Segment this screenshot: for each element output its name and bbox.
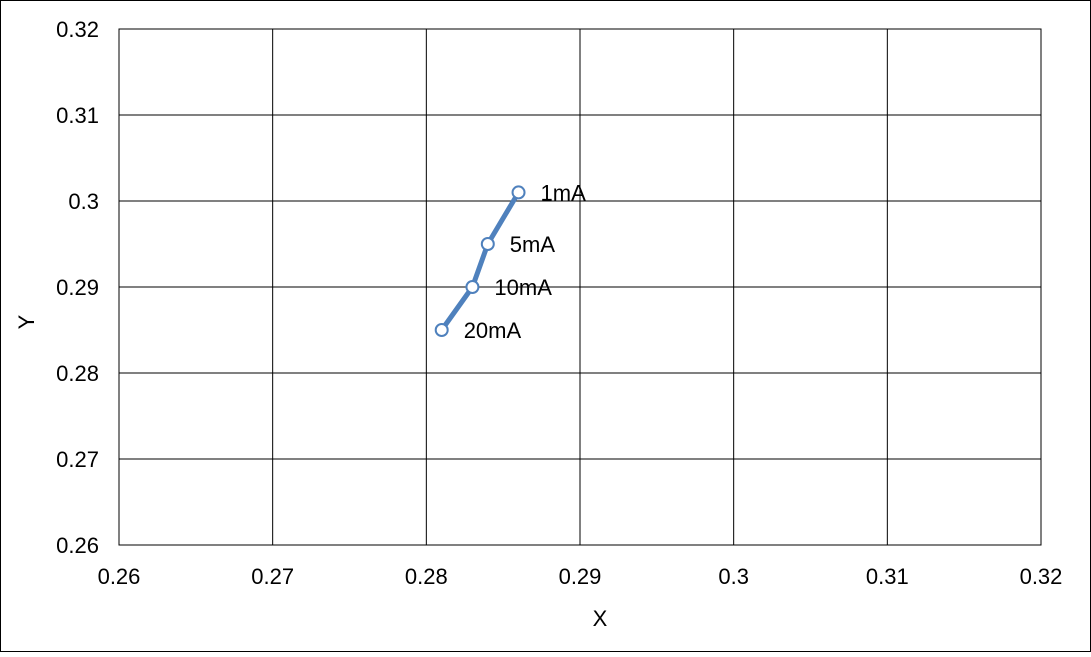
y-tick-label: 0.31 bbox=[56, 103, 99, 128]
y-tick-label: 0.27 bbox=[56, 447, 99, 472]
data-point-marker bbox=[465, 280, 480, 294]
y-tick-label: 0.3 bbox=[68, 189, 99, 214]
y-axis-title: Y bbox=[14, 314, 39, 329]
x-tick-label: 0.3 bbox=[718, 564, 749, 589]
x-tick-label: 0.28 bbox=[405, 564, 448, 589]
series-layer bbox=[434, 185, 526, 337]
y-tick-label: 0.29 bbox=[56, 275, 99, 300]
series-line bbox=[439, 191, 521, 332]
data-label: 10mA bbox=[494, 275, 552, 300]
x-tick-label: 0.29 bbox=[559, 564, 602, 589]
y-tick-labels: 0.26 0.27 0.28 0.29 0.3 0.31 0.32 bbox=[56, 17, 99, 558]
x-tick-label: 0.32 bbox=[1020, 564, 1063, 589]
y-tick-label: 0.32 bbox=[56, 17, 99, 42]
data-label: 1mA bbox=[541, 180, 587, 205]
data-label: 20mA bbox=[464, 318, 522, 343]
y-tick-label: 0.26 bbox=[56, 533, 99, 558]
plot-frame bbox=[118, 28, 1042, 546]
x-tick-label: 0.26 bbox=[98, 564, 141, 589]
y-tick-label: 0.28 bbox=[56, 361, 99, 386]
x-tick-label: 0.31 bbox=[866, 564, 909, 589]
x-tick-labels: 0.26 0.27 0.28 0.29 0.3 0.31 0.32 bbox=[98, 564, 1063, 589]
x-axis-title: X bbox=[593, 606, 608, 631]
data-point-marker bbox=[434, 323, 449, 337]
data-label-layer: 1mA 5mA 10mA 20mA bbox=[464, 180, 586, 343]
data-point-marker bbox=[511, 185, 526, 200]
data-label: 5mA bbox=[510, 232, 556, 257]
x-tick-label: 0.27 bbox=[251, 564, 294, 589]
data-point-marker bbox=[480, 237, 495, 251]
